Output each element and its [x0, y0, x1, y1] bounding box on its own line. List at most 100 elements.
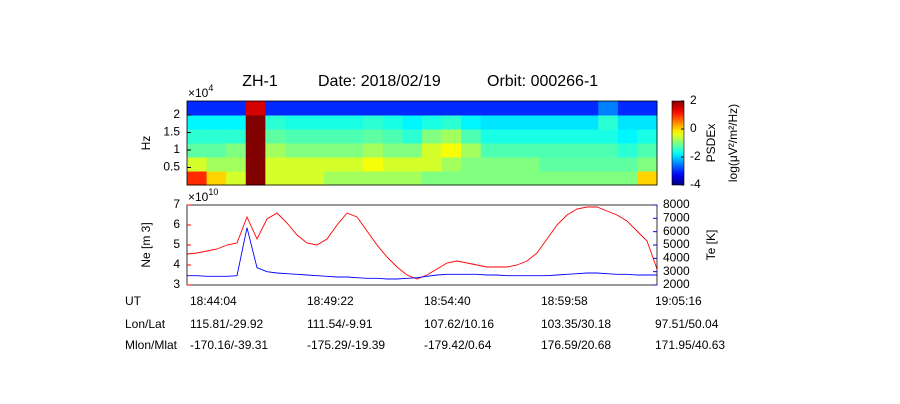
heat-cell: [422, 157, 443, 172]
heat-cell: [226, 115, 247, 130]
y2-tick-label: 3000: [663, 264, 690, 278]
heat-cell: [422, 115, 443, 130]
heat-cell: [363, 101, 384, 116]
row-label: Lon/Lat: [125, 317, 166, 331]
heat-cell: [284, 115, 305, 130]
table-cell: 18:44:04: [190, 294, 237, 308]
heat-cell: [206, 101, 227, 116]
heat-cell: [226, 143, 247, 158]
heat-cell: [598, 115, 619, 130]
heat-cell: [206, 143, 227, 158]
heat-cell: [304, 157, 325, 172]
colorbar-unit: log(μV²/m²/Hz): [726, 104, 740, 182]
heat-cell: [441, 143, 462, 158]
heat-cell: [559, 115, 580, 130]
heat-cell: [578, 171, 599, 186]
table-cell: 18:59:58: [541, 294, 588, 308]
heat-cell: [519, 157, 540, 172]
heat-cell: [519, 129, 540, 144]
y-tick-label: 2: [173, 107, 180, 121]
heat-cell: [441, 171, 462, 186]
y-tick-label: 3: [173, 277, 180, 291]
y-axis-label: Hz: [139, 136, 153, 151]
heat-cell: [304, 143, 325, 158]
heat-cell: [480, 115, 501, 130]
heat-cell: [617, 101, 638, 116]
heat-cell: [480, 101, 501, 116]
heat-cell: [245, 157, 266, 172]
heat-cell: [559, 143, 580, 158]
heat-cell: [461, 157, 482, 172]
heat-cell: [539, 157, 560, 172]
y-tick-label: 1: [173, 142, 180, 156]
heat-cell: [363, 143, 384, 158]
heat-cell: [343, 171, 364, 186]
y-tick-label: 5: [173, 237, 180, 251]
heat-cell: [559, 171, 580, 186]
heat-cell: [324, 115, 345, 130]
heat-cell: [226, 157, 247, 172]
heat-cell: [461, 143, 482, 158]
heat-cell: [187, 143, 208, 158]
heat-cell: [402, 171, 423, 186]
heat-cell: [461, 129, 482, 144]
table-cell: 111.54/-9.91: [307, 317, 373, 331]
heat-cell: [598, 171, 619, 186]
heat-cell: [578, 115, 599, 130]
heat-cell: [539, 171, 560, 186]
heat-cell: [637, 171, 658, 186]
heat-cell: [284, 129, 305, 144]
y2-tick-label: 6000: [663, 224, 690, 238]
heat-cell: [480, 143, 501, 158]
heat-cell: [480, 171, 501, 186]
heat-cell: [539, 101, 560, 116]
heat-cell: [187, 157, 208, 172]
plot-frame: [186, 100, 658, 186]
heat-cell: [382, 157, 403, 172]
heat-cell: [480, 157, 501, 172]
heat-cell: [226, 171, 247, 186]
heat-cell: [559, 157, 580, 172]
table-cell: -170.16/-39.31: [190, 338, 268, 352]
heat-cell: [539, 129, 560, 144]
heat-cell: [245, 101, 266, 116]
heat-cell: [578, 143, 599, 158]
y-tick-label: 0.5: [163, 160, 180, 174]
heat-cell: [578, 101, 599, 116]
colorbar: [671, 100, 685, 186]
table-cell: 18:54:40: [424, 294, 471, 308]
data-line: [187, 227, 657, 280]
heat-cell: [343, 157, 364, 172]
heat-cell: [206, 115, 227, 130]
heat-cell: [245, 143, 266, 158]
heat-cell: [422, 101, 443, 116]
axis-multiplier: ×104: [188, 83, 213, 100]
heat-cell: [519, 101, 540, 116]
heat-cell: [187, 101, 208, 116]
colorbar-tick-label: -4: [690, 177, 701, 191]
y-tick-label: 4: [173, 257, 180, 271]
heat-cell: [245, 171, 266, 186]
heat-cell: [637, 129, 658, 144]
heat-cell: [324, 157, 345, 172]
heat-cell: [343, 129, 364, 144]
y2-tick-label: 8000: [663, 197, 690, 211]
heat-cell: [402, 129, 423, 144]
heat-cell: [226, 129, 247, 144]
heat-cell: [422, 129, 443, 144]
heat-cell: [500, 143, 521, 158]
heat-cell: [480, 129, 501, 144]
heat-cell: [343, 143, 364, 158]
heat-cell: [461, 115, 482, 130]
heat-cell: [441, 101, 462, 116]
heat-cell: [226, 101, 247, 116]
heat-cell: [324, 171, 345, 186]
heat-cell: [402, 101, 423, 116]
heat-cell: [343, 101, 364, 116]
heat-cell: [637, 101, 658, 116]
heat-cell: [617, 129, 638, 144]
heat-cell: [382, 171, 403, 186]
table-cell: 107.62/10.16: [424, 317, 494, 331]
heat-cell: [441, 157, 462, 172]
y2-tick-label: 2000: [663, 277, 690, 291]
